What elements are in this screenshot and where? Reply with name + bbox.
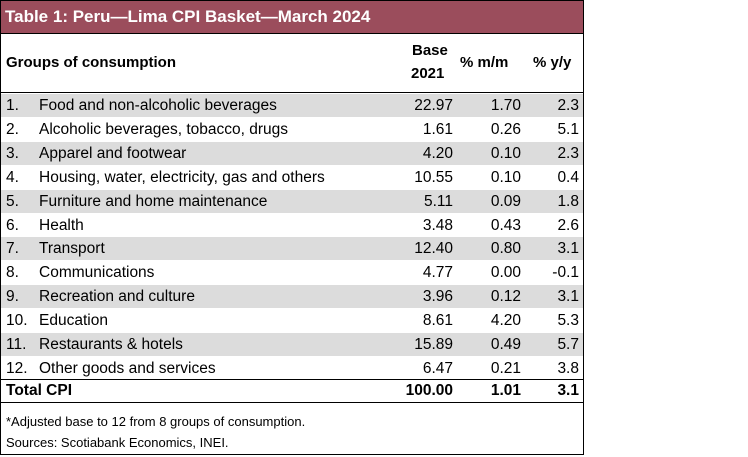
row-yy-change: 5.1 <box>557 120 579 138</box>
header-yy: % y/y <box>533 54 572 71</box>
row-number: 8. <box>6 264 19 282</box>
row-yy-change: 3.8 <box>557 359 579 377</box>
row-number: 9. <box>6 288 19 306</box>
row-base-weight: 8.61 <box>422 312 453 330</box>
row-number: 5. <box>6 192 19 210</box>
total-row: Total CPI 100.00 1.01 3.1 <box>1 379 583 403</box>
row-mm-change: 0.80 <box>490 240 521 258</box>
row-base-weight: 12.40 <box>414 240 453 258</box>
row-base-weight: 3.96 <box>422 288 453 306</box>
row-base-weight: 1.61 <box>422 120 453 138</box>
total-base: 100.00 <box>405 382 453 399</box>
row-base-weight: 22.97 <box>414 97 453 114</box>
cpi-table: Table 1: Peru—Lima CPI Basket—March 2024… <box>0 0 584 455</box>
row-number: 6. <box>6 216 19 234</box>
row-base-weight: 3.48 <box>422 216 453 234</box>
row-number: 12. <box>6 359 28 377</box>
row-label: Transport <box>39 240 105 258</box>
table-row: 12. Other goods and services 6.47 0.21 3.8 <box>1 357 583 380</box>
row-label: Alcoholic beverages, tobacco, drugs <box>39 120 289 138</box>
row-label: Furniture and home maintenance <box>39 192 268 210</box>
row-yy-change: 2.3 <box>557 144 579 162</box>
row-mm-change: 0.26 <box>490 120 521 138</box>
row-base-weight: 5.11 <box>423 192 453 210</box>
row-number: 11. <box>6 336 27 353</box>
table-row: 1. Food and non-alcoholic beverages 22.97 1… <box>1 94 583 117</box>
row-mm-change: 0.10 <box>490 168 521 186</box>
row-number: 4. <box>6 168 19 186</box>
row-yy-change: 3.1 <box>557 288 579 306</box>
row-yy-change: -0.1 <box>552 264 579 282</box>
row-yy-change: 3.1 <box>557 240 579 258</box>
row-label: Restaurants & hotels <box>39 336 183 353</box>
row-mm-change: 0.00 <box>490 264 521 282</box>
sources: Sources: Scotiabank Economics, INEI. <box>6 435 229 450</box>
row-yy-change: 0.4 <box>557 168 579 186</box>
table-row: 8. Communications 4.77 0.00 -0.1 <box>1 261 583 284</box>
row-base-weight: 10.55 <box>414 168 453 186</box>
table-row: 4. Housing, water, electricity, gas and o… <box>1 166 583 189</box>
row-mm-change: 0.10 <box>490 144 521 162</box>
row-number: 7. <box>6 240 19 258</box>
row-mm-change: 0.12 <box>490 288 521 306</box>
footnote: *Adjusted base to 12 from 8 groups of co… <box>6 414 306 429</box>
header-groups: Groups of consumption <box>6 54 176 71</box>
row-mm-change: 1.70 <box>490 97 521 114</box>
row-base-weight: 4.77 <box>422 264 453 282</box>
row-mm-change: 0.49 <box>490 336 521 353</box>
row-label: Housing, water, electricity, gas and oth… <box>39 168 325 186</box>
table-notes: *Adjusted base to 12 from 8 groups of co… <box>6 411 305 453</box>
table-row: 3. Apparel and footwear 4.20 0.10 2.3 <box>1 141 583 165</box>
row-base-weight: 6.47 <box>422 359 453 377</box>
total-label: Total CPI <box>6 382 73 399</box>
table-row: 7. Transport 12.40 0.80 3.1 <box>1 237 583 261</box>
row-mm-change: 0.43 <box>490 216 521 234</box>
row-number: 1. <box>6 97 19 114</box>
row-label: Education <box>39 312 108 330</box>
total-mm: 1.01 <box>490 382 521 399</box>
header-mm: % m/m <box>460 54 509 71</box>
row-yy-change: 1.8 <box>557 192 579 210</box>
row-mm-change: 4.20 <box>490 312 521 330</box>
header-base: Base <box>412 42 448 59</box>
row-mm-change: 0.09 <box>490 192 521 210</box>
row-yy-change: 2.3 <box>557 97 579 114</box>
row-number: 3. <box>6 144 19 162</box>
table-row: 10. Education 8.61 4.20 5.3 <box>1 309 583 332</box>
row-mm-change: 0.21 <box>490 359 521 377</box>
row-label: Health <box>39 216 84 234</box>
row-label: Other goods and services <box>39 359 216 377</box>
row-base-weight: 4.20 <box>422 144 453 162</box>
row-label: Recreation and culture <box>39 288 195 306</box>
row-yy-change: 5.7 <box>557 336 579 353</box>
header-base-year: 2021 <box>411 65 445 82</box>
row-yy-change: 2.6 <box>557 216 579 234</box>
row-number: 10. <box>6 312 28 330</box>
row-label: Apparel and footwear <box>39 144 187 162</box>
table-row: 9. Recreation and culture 3.96 0.12 3.1 <box>1 285 583 309</box>
table-row: 6. Health 3.48 0.43 2.6 <box>1 214 583 237</box>
table-header: Groups of consumption Base 2021 % m/m % … <box>1 33 583 93</box>
row-label: Communications <box>39 264 155 282</box>
table-row: 2. Alcoholic beverages, tobacco, drugs 1.6… <box>1 118 583 141</box>
row-yy-change: 5.3 <box>557 312 579 330</box>
table-row: 11. Restaurants & hotels 15.89 0.49 5.7 <box>1 333 583 356</box>
row-label: Food and non-alcoholic beverages <box>39 97 277 114</box>
row-number: 2. <box>6 120 19 138</box>
table-title: Table 1: Peru—Lima CPI Basket—March 2024 <box>1 1 583 33</box>
table-row: 5. Furniture and home maintenance 5.11 0.09… <box>1 189 583 213</box>
total-yy: 3.1 <box>557 382 579 399</box>
row-base-weight: 15.89 <box>414 336 453 353</box>
